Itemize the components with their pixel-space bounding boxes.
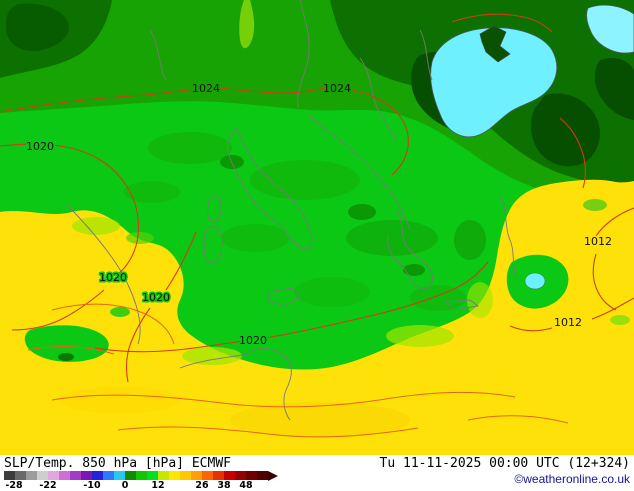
peninsula-in-sea [479, 25, 511, 63]
colorbar-segment-7 [81, 471, 92, 480]
colorbar-segment-5 [59, 471, 70, 480]
isobar-label-1024-1: 1024 [323, 82, 351, 95]
colorbar-segment-3 [37, 471, 48, 480]
colorbar-tick--22: -22 [39, 480, 57, 491]
colorbar-segment-10 [114, 471, 125, 480]
colorbar-segment-22 [246, 471, 257, 480]
colorbar-segment-11 [125, 471, 136, 480]
isobar-lines [0, 13, 634, 383]
coastlines [67, 0, 517, 421]
weather-map-svg: 1024 1024 1020 1020 1020 1020 1012 1012 [0, 0, 634, 455]
map-title: SLP/Temp. 850 hPa [hPa] ECMWF [4, 456, 231, 471]
colorbar-segment-18 [202, 471, 213, 480]
temperature-fill-darkest-caucasus [530, 93, 600, 167]
footer-bar: SLP/Temp. 850 hPa [hPa] ECMWF Tu 11-11-2… [0, 455, 634, 491]
colorbar-segment-0 [4, 471, 15, 480]
map-datetime: Tu 11-11-2025 00:00 UTC (12+324) [379, 456, 630, 471]
temperature-fill-yellow [0, 179, 634, 455]
colorbar-arrow [268, 470, 278, 481]
cold-region-blacksea [430, 27, 558, 138]
boundary-mottling [60, 217, 493, 438]
green-mottling [124, 132, 486, 311]
colorbar-tick-12: 12 [151, 480, 165, 491]
colorbar-segment-1 [15, 471, 26, 480]
colorbar-segment-9 [103, 471, 114, 480]
colorbar-tick--10: -10 [83, 480, 101, 491]
colorbar-tick-38: 38 [217, 480, 231, 491]
colorbar-segment-17 [191, 471, 202, 480]
colorbar-tick-26: 26 [195, 480, 209, 491]
cool-patches [24, 199, 630, 362]
colorbar-segment-23 [257, 471, 268, 480]
cold-region-corner [586, 4, 634, 54]
temperature-colorbar [4, 470, 278, 481]
isotherm-lines [27, 303, 569, 438]
colorbar-segment-4 [48, 471, 59, 480]
copyright-link[interactable]: ©weatheronline.co.uk [514, 472, 630, 486]
light-streak-top [239, 0, 255, 49]
colorbar-segment-19 [213, 471, 224, 480]
isobar-label-1024-0: 1024 [192, 82, 220, 95]
colorbar-segment-20 [224, 471, 235, 480]
isobar-label-1020-4: 1020 [142, 291, 170, 304]
isobar-label-1020-5: 1020 [239, 334, 267, 347]
colorbar-segment-21 [235, 471, 246, 480]
colorbar-segment-16 [180, 471, 191, 480]
isobar-label-1020-2: 1020 [26, 140, 54, 153]
colorbar-segment-14 [158, 471, 169, 480]
temperature-fill-darkest-topleft [5, 3, 69, 52]
isobar-labels: 1024 1024 1020 1020 1020 1020 1012 1012 [25, 81, 614, 349]
colorbar-ticks: -28 -22 -10 0 12 26 38 48 [4, 480, 314, 491]
colorbar-segment-13 [147, 471, 158, 480]
isobar-label-1012-7: 1012 [554, 316, 582, 329]
colorbar-tick-48: 48 [239, 480, 253, 491]
colorbar-segment-15 [169, 471, 180, 480]
colorbar-segment-12 [136, 471, 147, 480]
isobar-label-1012-6: 1012 [584, 235, 612, 248]
isobar-label-1020-3: 1020 [99, 271, 127, 284]
colorbar-tick-0: 0 [121, 480, 129, 491]
map-canvas: 1024 1024 1020 1020 1020 1020 1012 1012 [0, 0, 634, 455]
temperature-fill-darkest-rightedge [594, 58, 634, 120]
colorbar-tick--28: -28 [5, 480, 23, 491]
colorbar-segment-6 [70, 471, 81, 480]
colorbar-segment-2 [26, 471, 37, 480]
colorbar-segment-8 [92, 471, 103, 480]
